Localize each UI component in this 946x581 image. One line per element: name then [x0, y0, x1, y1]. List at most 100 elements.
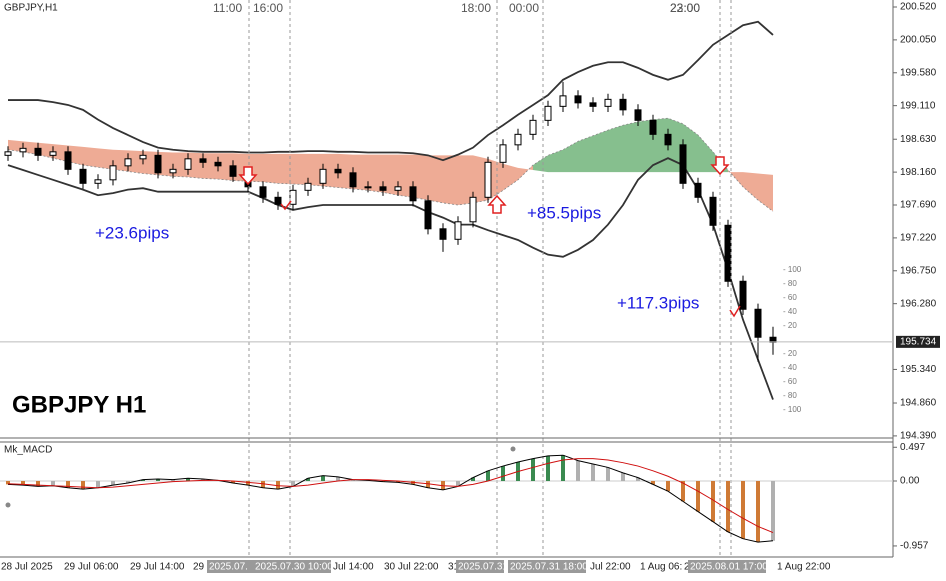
histogram-bar [456, 481, 460, 487]
candle-body [739, 280, 747, 310]
candle-body [439, 228, 447, 240]
histogram-bar [546, 455, 550, 481]
candle-body [19, 147, 27, 153]
cloud-segment [203, 153, 218, 180]
y-tick-label: -0.957 [900, 541, 929, 552]
cloud-segment [623, 121, 638, 173]
macd-line [7, 454, 774, 543]
x-tick-label: 1 Aug 06: [640, 562, 682, 573]
histogram-bar [696, 481, 700, 512]
histogram-bar [726, 481, 730, 532]
scale-label: - 40 [783, 363, 797, 372]
candle-body [319, 168, 327, 184]
y-tick-label: 194.860 [900, 398, 937, 409]
histogram-bar [591, 464, 595, 481]
histogram-bar [21, 481, 25, 486]
candle-body [34, 147, 42, 156]
histogram-bar [336, 476, 340, 481]
histogram-bar [681, 481, 685, 502]
candle-body [379, 186, 387, 191]
candle-body [64, 151, 72, 170]
cloud-segment [548, 149, 563, 173]
cloud-segment [458, 155, 473, 206]
scale-label: - 40 [783, 307, 797, 316]
histogram-bar [321, 475, 325, 481]
cloud-segment [113, 149, 128, 172]
cloud-segment [158, 151, 173, 177]
histogram-bar [306, 478, 310, 481]
candle-body [634, 109, 642, 121]
cloud-segment [218, 153, 233, 181]
histogram-bar [351, 479, 355, 481]
annotation: +117.3pips [617, 293, 699, 312]
histogram-bar [51, 481, 55, 486]
cloud-segment [758, 173, 773, 212]
macd-title: Mk_MACD [4, 445, 52, 456]
cloud-segment [173, 152, 188, 178]
scale-label: - 20 [783, 321, 797, 330]
candle-body [4, 151, 12, 156]
histogram-bar [741, 481, 745, 539]
watermark: GBPJPY H1 [12, 391, 146, 418]
x-tick-label: 1 Aug 22:00 [777, 562, 831, 573]
cloud-segment [53, 144, 68, 162]
y-tick-label: 195.340 [900, 364, 937, 375]
scale-label: - 80 [783, 279, 797, 288]
candle-body [259, 186, 267, 198]
signal-line [7, 458, 774, 534]
band-line [7, 157, 774, 400]
label-box [688, 560, 766, 573]
candle-body [364, 186, 372, 189]
annotation: +23.6pips [95, 223, 169, 242]
histogram-bar [621, 472, 625, 481]
x-tick-label: 2 [684, 562, 690, 573]
chart-title: GBPJPY,H1 [4, 3, 58, 14]
candle-body [664, 133, 672, 146]
cloud-segment [608, 125, 623, 173]
candle-body [454, 221, 462, 240]
candle-body [49, 151, 57, 156]
histogram-bar [576, 460, 580, 481]
histogram-bar [651, 481, 655, 485]
candle-body [679, 144, 687, 184]
cloud-segment [698, 135, 713, 173]
candle-body [499, 144, 507, 163]
time-label: 16:00 [253, 1, 283, 15]
cloud-segment [353, 154, 368, 191]
candle-body [604, 98, 612, 107]
time-label: 22:00 [670, 1, 700, 15]
candle-body [79, 168, 87, 184]
cloud-segment [308, 153, 323, 187]
cloud-segment [668, 118, 683, 173]
cloud-segment [8, 139, 23, 152]
x-tick-label: 2025.07.31 [458, 562, 508, 573]
price-label-box [896, 335, 940, 348]
exit-mark [280, 200, 292, 211]
histogram-bar [501, 466, 505, 481]
y-tick-label: 199.110 [900, 100, 936, 111]
candle-body [94, 179, 102, 184]
cloud-segment [533, 155, 548, 173]
cloud-segment [428, 155, 443, 203]
time-label: 00:00 [509, 1, 539, 15]
cloud-segment [68, 145, 83, 166]
histogram-bar [246, 481, 250, 486]
candle-body [754, 308, 762, 338]
candle-body [424, 200, 432, 230]
cloud-segment [398, 154, 413, 198]
histogram-bar [396, 481, 400, 483]
x-tick-label: 31 [448, 562, 460, 573]
histogram-bar [6, 481, 10, 485]
cloud-segment [278, 153, 293, 185]
histogram-bar [231, 481, 235, 484]
candle-body [559, 95, 567, 107]
y-tick-label: 200.050 [900, 35, 937, 46]
cloud-segment [638, 119, 653, 173]
candle-body [724, 224, 732, 282]
cloud-segment [368, 154, 383, 193]
histogram-bar [666, 481, 670, 492]
y-tick-label: 200.520 [900, 2, 937, 13]
candle-body [139, 154, 147, 160]
candle-body [514, 133, 522, 146]
